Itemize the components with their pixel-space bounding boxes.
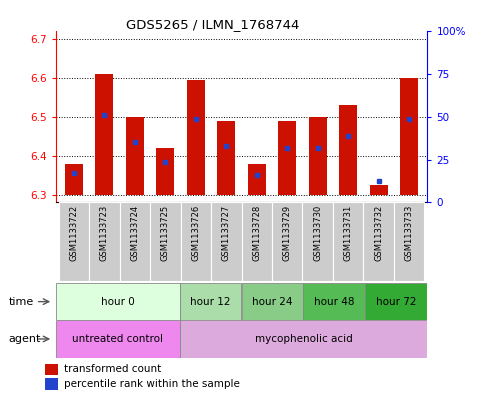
Bar: [369, 185, 388, 195]
Text: GDS5265 / ILMN_1768744: GDS5265 / ILMN_1768744: [126, 18, 299, 31]
Text: GSM1133731: GSM1133731: [344, 205, 353, 261]
Bar: [211, 202, 242, 281]
Text: GSM1133725: GSM1133725: [161, 205, 170, 261]
Bar: [156, 148, 174, 195]
Text: percentile rank within the sample: percentile rank within the sample: [64, 379, 240, 389]
Bar: [363, 202, 394, 281]
Bar: [303, 283, 366, 320]
Text: GSM1133722: GSM1133722: [70, 205, 78, 261]
Bar: [272, 202, 302, 281]
Bar: [400, 78, 418, 195]
Bar: [89, 202, 120, 281]
Bar: [278, 121, 297, 195]
Text: GSM1133728: GSM1133728: [252, 205, 261, 261]
Bar: [58, 202, 89, 281]
Bar: [333, 202, 363, 281]
Text: GSM1133733: GSM1133733: [405, 205, 413, 261]
Bar: [150, 202, 181, 281]
Text: GSM1133723: GSM1133723: [100, 205, 109, 261]
Text: transformed count: transformed count: [64, 364, 161, 374]
Bar: [56, 283, 180, 320]
Text: GSM1133727: GSM1133727: [222, 205, 231, 261]
Bar: [65, 163, 83, 195]
Text: hour 24: hour 24: [252, 297, 293, 307]
Bar: [309, 117, 327, 195]
Bar: [339, 105, 357, 195]
Bar: [366, 283, 427, 320]
Bar: [120, 202, 150, 281]
Bar: [95, 74, 114, 195]
Text: hour 12: hour 12: [190, 297, 231, 307]
Bar: [186, 80, 205, 195]
Text: GSM1133726: GSM1133726: [191, 205, 200, 261]
Bar: [242, 283, 303, 320]
Text: time: time: [9, 297, 34, 307]
Text: GSM1133730: GSM1133730: [313, 205, 322, 261]
Bar: [180, 283, 242, 320]
Text: hour 0: hour 0: [100, 297, 134, 307]
Bar: [394, 202, 425, 281]
Bar: [180, 320, 427, 358]
Bar: [217, 121, 235, 195]
Text: GSM1133729: GSM1133729: [283, 205, 292, 261]
Bar: [302, 202, 333, 281]
Bar: [126, 117, 144, 195]
Text: agent: agent: [9, 334, 41, 344]
Text: hour 48: hour 48: [314, 297, 355, 307]
Bar: [181, 202, 211, 281]
Text: GSM1133732: GSM1133732: [374, 205, 383, 261]
Bar: [248, 163, 266, 195]
Text: untreated control: untreated control: [72, 334, 163, 344]
Bar: [242, 202, 272, 281]
Text: hour 72: hour 72: [376, 297, 417, 307]
Bar: [56, 320, 180, 358]
Bar: [45, 378, 58, 389]
Text: GSM1133724: GSM1133724: [130, 205, 139, 261]
Text: mycophenolic acid: mycophenolic acid: [255, 334, 353, 344]
Bar: [45, 364, 58, 375]
